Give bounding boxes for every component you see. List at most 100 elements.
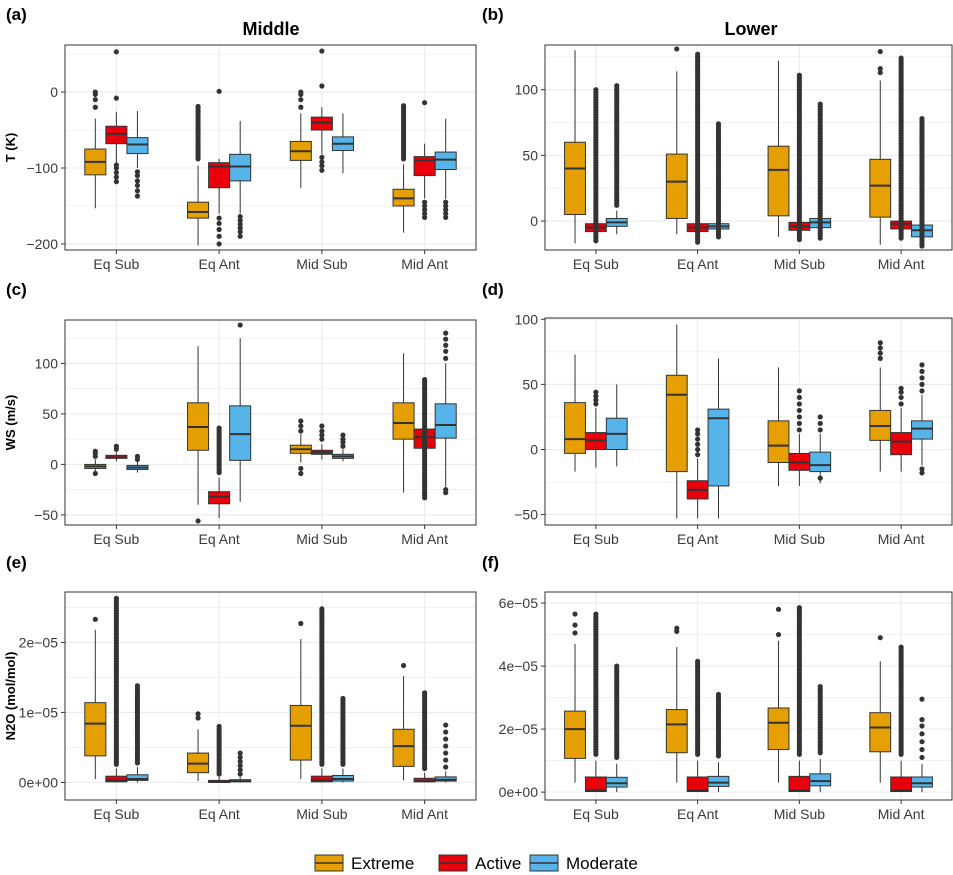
outlier-point bbox=[572, 622, 578, 628]
box-extreme-eq-sub bbox=[564, 50, 586, 244]
x-tick-label: Eq Ant bbox=[198, 806, 239, 822]
outlier-point bbox=[237, 213, 243, 220]
outlier-point bbox=[919, 731, 925, 737]
x-tick-label: Eq Sub bbox=[573, 806, 619, 822]
outlier-point bbox=[216, 241, 222, 247]
box-body bbox=[434, 151, 457, 171]
outlier-point bbox=[340, 432, 346, 438]
box-moderate-eq-ant bbox=[707, 691, 730, 793]
outlier-point bbox=[92, 616, 98, 622]
outlier-point bbox=[919, 466, 925, 472]
outlier-point bbox=[443, 207, 449, 213]
box-body bbox=[869, 712, 892, 753]
y-tick-label: 0e+00 bbox=[19, 774, 59, 790]
outlier-point bbox=[877, 48, 883, 55]
box-moderate-mid-sub bbox=[331, 695, 354, 783]
box-moderate-mid-sub bbox=[331, 113, 354, 174]
box-extreme-eq-sub bbox=[564, 354, 586, 472]
box-extreme-eq-ant bbox=[187, 103, 210, 246]
box-active-mid-sub bbox=[788, 72, 811, 243]
box-moderate-mid-sub bbox=[809, 414, 832, 484]
box-active-eq-sub bbox=[105, 49, 128, 185]
box-active-eq-sub bbox=[105, 595, 128, 783]
box-extreme-eq-ant bbox=[665, 324, 688, 519]
box-moderate-eq-sub bbox=[126, 683, 149, 783]
box-extreme-mid-sub bbox=[767, 606, 790, 783]
outlier-point bbox=[113, 49, 119, 55]
y-tick-label: 0e+00 bbox=[499, 784, 539, 800]
panel-tag: (a) bbox=[6, 5, 27, 24]
y-tick-label: 0 bbox=[50, 456, 58, 472]
outlier-point bbox=[319, 428, 325, 434]
outlier-point bbox=[443, 330, 449, 336]
outlier-point bbox=[796, 414, 802, 420]
x-tick-label: Mid Sub bbox=[774, 806, 826, 822]
outlier-point bbox=[298, 418, 304, 424]
x-tick-label: Mid Sub bbox=[774, 256, 826, 272]
outlier-point bbox=[443, 342, 449, 348]
outlier-point bbox=[422, 214, 428, 220]
box-active-eq-sub bbox=[584, 87, 607, 244]
outlier-point bbox=[898, 751, 904, 757]
outlier-point bbox=[796, 420, 802, 427]
box-active-eq-ant bbox=[686, 658, 709, 793]
y-axis-label: WS (m/s) bbox=[3, 395, 18, 451]
outlier-point bbox=[877, 350, 883, 356]
outlier-point bbox=[237, 771, 243, 777]
outlier-point bbox=[898, 394, 904, 401]
box-active-mid-ant bbox=[890, 385, 913, 472]
outlier-point bbox=[443, 210, 449, 217]
box-extreme-mid-sub bbox=[289, 620, 312, 779]
outlier-point bbox=[877, 635, 883, 641]
outlier-point bbox=[319, 159, 325, 165]
outlier-point bbox=[796, 236, 802, 243]
y-tick-label: −100 bbox=[26, 160, 58, 176]
box-body bbox=[665, 374, 688, 473]
box-body bbox=[310, 116, 333, 131]
panel-e: (e) 2e−05 1e−05 0e+00 N2O (mol/mol) Eq Sub Eq … bbox=[3, 553, 477, 822]
outlier-point bbox=[614, 202, 620, 208]
outlier-point bbox=[593, 401, 599, 407]
outlier-point bbox=[775, 631, 782, 638]
outlier-point bbox=[443, 729, 449, 735]
outlier-point bbox=[237, 754, 243, 760]
box-moderate-mid-sub bbox=[331, 432, 354, 462]
x-tick-label: Mid Ant bbox=[401, 531, 448, 547]
y-tick-label: 4e−05 bbox=[499, 658, 539, 674]
outlier-point bbox=[134, 178, 141, 184]
outlier-point bbox=[614, 754, 620, 761]
outlier-point bbox=[298, 470, 304, 477]
outlier-point bbox=[195, 518, 201, 524]
outlier-point bbox=[195, 156, 201, 162]
outlier-point bbox=[298, 89, 304, 95]
box-body bbox=[187, 201, 210, 219]
outlier-point bbox=[92, 97, 98, 103]
box-moderate-eq-ant bbox=[229, 750, 252, 783]
box-active-mid-sub bbox=[310, 48, 333, 173]
y-tick-label: 2e−05 bbox=[19, 634, 59, 650]
outlier-point bbox=[695, 452, 701, 458]
box-extreme-eq-sub bbox=[564, 611, 586, 783]
box-moderate-eq-ant bbox=[707, 121, 730, 240]
x-tick-label: Eq Sub bbox=[93, 806, 139, 822]
panel-d: (d) 100 50 0 −50 Eq Sub Eq Ant Mid Sub Mid Ant bbox=[482, 280, 953, 547]
y-tick-label: 50 bbox=[522, 376, 538, 392]
box-body bbox=[665, 153, 688, 219]
outlier-point bbox=[422, 199, 428, 205]
outlier-point bbox=[443, 336, 449, 342]
outlier-point bbox=[593, 751, 599, 757]
outlier-point bbox=[695, 239, 701, 245]
outlier-point bbox=[443, 487, 449, 493]
outlier-point bbox=[593, 238, 599, 244]
outlier-point bbox=[319, 167, 325, 173]
outlier-point bbox=[216, 771, 222, 777]
outlier-point bbox=[817, 750, 823, 756]
panel-f: (f) 6e−05 4e−05 2e−05 0e+00 Eq Sub Eq Ant Mid S… bbox=[482, 553, 953, 822]
outlier-point bbox=[796, 407, 802, 414]
box-extreme-mid-ant bbox=[392, 103, 415, 233]
x-tick-label: Eq Ant bbox=[677, 531, 718, 547]
y-tick-label: 0 bbox=[530, 441, 538, 457]
box-extreme-mid-ant bbox=[869, 48, 892, 245]
outlier-point bbox=[422, 100, 428, 106]
outlier-point bbox=[919, 375, 925, 381]
